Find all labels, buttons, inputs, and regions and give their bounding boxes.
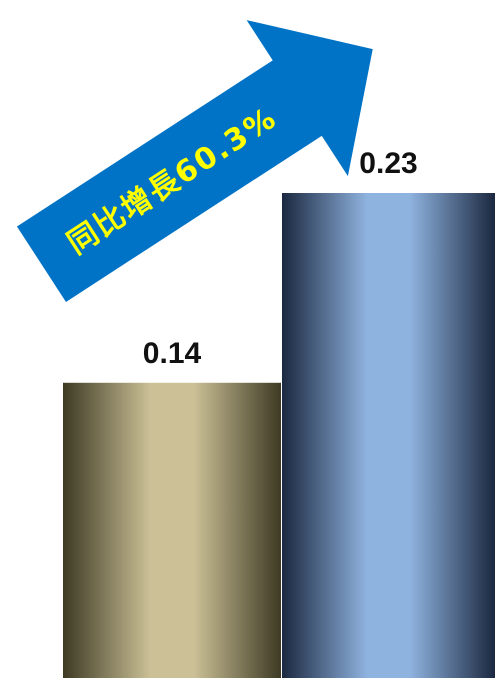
bar-series bbox=[63, 193, 495, 678]
value-labels: 0.14 0.23 bbox=[143, 147, 418, 370]
bar-1 bbox=[63, 382, 281, 678]
bar-2-value-label: 0.23 bbox=[359, 147, 417, 180]
up-right-arrow-icon bbox=[16, 20, 373, 302]
bar-1-value-label: 0.14 bbox=[143, 337, 202, 370]
bar-2 bbox=[282, 193, 495, 678]
